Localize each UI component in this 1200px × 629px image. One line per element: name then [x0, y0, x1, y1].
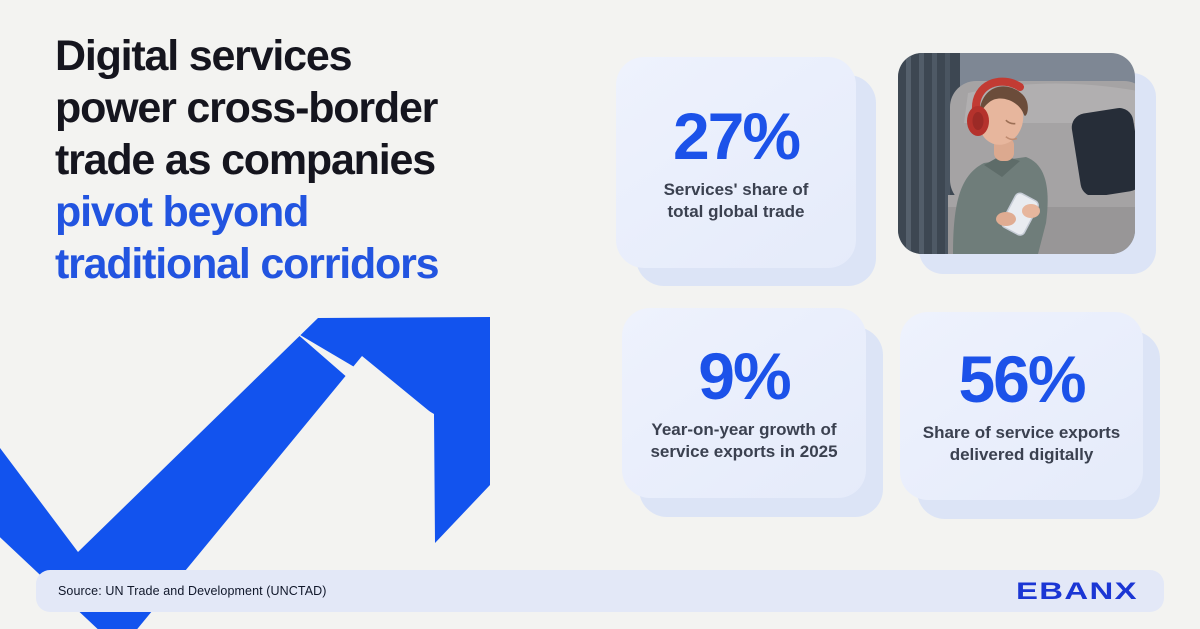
stat-card-yoy-growth: 9% Year-on-year growth of service export… [622, 308, 866, 498]
stat-label-line: Year-on-year growth of [651, 420, 837, 439]
stat-label: Services' share of total global trade [664, 179, 809, 223]
stat-card-digital-share: 56% Share of service exports delivered d… [900, 312, 1143, 500]
headline-line-accent: pivot beyond [55, 188, 309, 236]
ebanx-logo: EBANX [1014, 577, 1142, 605]
headline-line: power cross-border [55, 84, 438, 132]
page-title: Digital services power cross-border trad… [55, 30, 595, 290]
throw-pillow [1071, 108, 1135, 197]
couch-photo [898, 53, 1135, 254]
stat-value: 27% [672, 98, 801, 173]
stat-card-services-share: 27% Services' share of total global trad… [616, 57, 856, 268]
ebanx-logo-text: EBANX [1016, 578, 1138, 605]
source-attribution: Source: UN Trade and Development (UNCTAD… [58, 584, 327, 598]
hand [1022, 204, 1040, 218]
stat-label-line: Services' share of [663, 179, 809, 199]
couch-photo-illustration [898, 53, 1135, 254]
headphones [967, 77, 1024, 136]
hand [996, 212, 1016, 226]
stat-label-line: delivered digitally [949, 445, 1094, 464]
headline-line: Digital services [55, 32, 353, 80]
stat-label-line: Share of service exports [922, 423, 1121, 442]
stat-value: 9% [698, 339, 791, 413]
stat-label: Year-on-year growth of service exports i… [650, 419, 837, 463]
stat-label: Share of service exports delivered digit… [923, 422, 1120, 466]
stat-label-line: service exports in 2025 [650, 442, 838, 461]
person [953, 77, 1048, 254]
arrow-notch [295, 332, 434, 453]
footer-bar: Source: UN Trade and Development (UNCTAD… [36, 570, 1164, 612]
headline-line-accent: traditional corridors [55, 240, 440, 288]
headline-line: trade as companies [55, 136, 436, 184]
stat-value: 56% [958, 342, 1086, 416]
stat-label-line: total global trade [667, 201, 805, 221]
hair [979, 86, 1028, 116]
